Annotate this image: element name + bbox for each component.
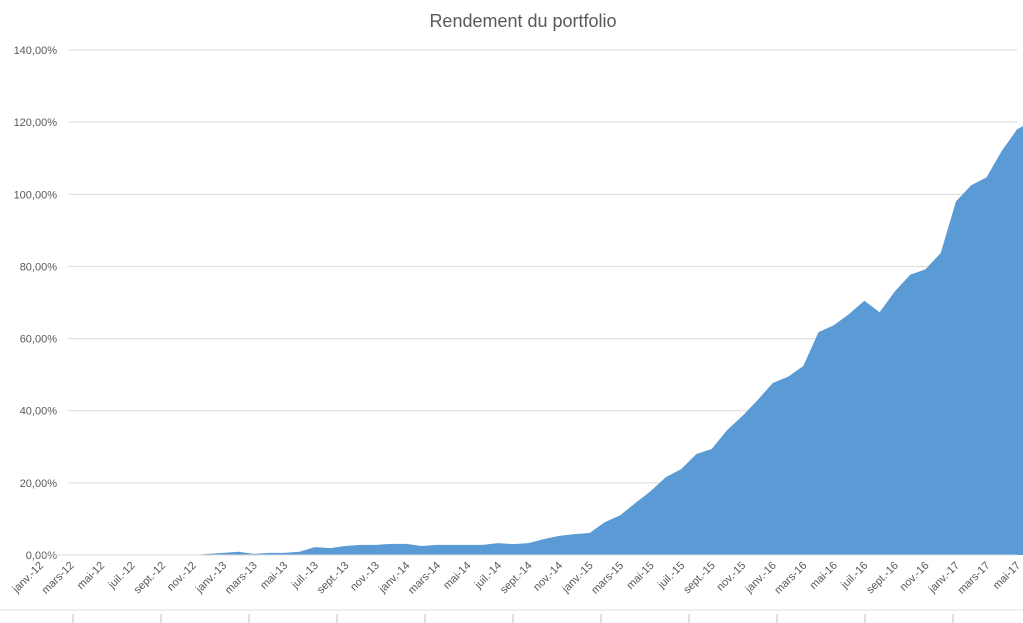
- x-tick-label: nov.-16: [898, 560, 932, 594]
- area: [40, 126, 1023, 555]
- x-tick-label: mars-14: [406, 560, 443, 597]
- x-tick-label: nov.-15: [714, 560, 748, 594]
- y-tick-label: 120,00%: [14, 117, 58, 129]
- y-tick-label: 60,00%: [20, 334, 58, 346]
- x-tick-label: mai-14: [441, 560, 473, 592]
- x-tick-label: nov.-12: [165, 560, 199, 594]
- y-tick-label: 0,00%: [26, 550, 57, 562]
- x-tick-label: mai-13: [258, 560, 290, 592]
- y-tick-label: 20,00%: [20, 478, 58, 490]
- y-tick-label: 100,00%: [14, 189, 58, 201]
- y-tick-label: 140,00%: [14, 45, 58, 57]
- x-tick-label: mai-15: [624, 560, 656, 592]
- x-tick-label: sept.-14: [498, 560, 535, 597]
- x-tick-label: nov.-13: [348, 560, 382, 594]
- x-tick-label: mai-17: [991, 560, 1023, 592]
- x-tick-label: mars-15: [589, 560, 626, 597]
- x-tick-label: nov.-14: [531, 560, 565, 594]
- y-tick-label: 80,00%: [20, 261, 58, 273]
- chart-title: Rendement du portfolio: [429, 11, 616, 31]
- x-tick-label: sept.-15: [681, 560, 718, 597]
- y-tick-label: 40,00%: [20, 406, 58, 418]
- x-tick-label: mars-12: [40, 560, 77, 597]
- x-tick-label: sept.-16: [864, 560, 901, 597]
- x-tick-label: mai-16: [808, 560, 840, 592]
- x-tick-label: mars-13: [223, 560, 260, 597]
- x-tick-label: mars-17: [956, 560, 993, 597]
- x-tick-label: mars-16: [772, 560, 809, 597]
- x-tick-label: mai-12: [75, 560, 107, 592]
- x-tick-label: sept.-13: [315, 560, 352, 597]
- bottom-axis-frame: [0, 609, 1023, 623]
- x-tick-label: sept.-12: [132, 560, 169, 597]
